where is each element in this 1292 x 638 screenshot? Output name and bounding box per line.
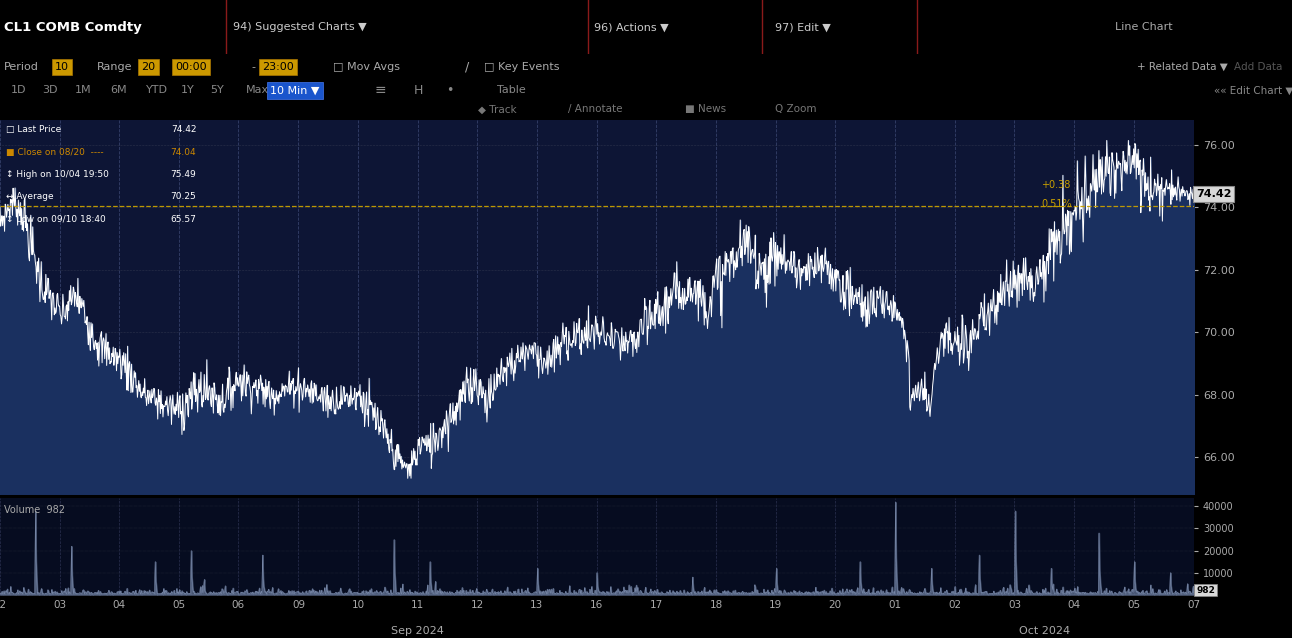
Text: 13: 13	[530, 600, 544, 611]
Text: 10 Min ▼: 10 Min ▼	[270, 85, 319, 95]
Text: 3D: 3D	[43, 85, 58, 95]
Text: 94) Suggested Charts ▼: 94) Suggested Charts ▼	[233, 22, 366, 32]
Text: 17: 17	[650, 600, 663, 611]
Text: 00:00: 00:00	[176, 62, 207, 72]
Text: Add Data: Add Data	[1234, 62, 1282, 72]
Text: 1Y: 1Y	[181, 85, 195, 95]
Text: «« Edit Chart ▼: «« Edit Chart ▼	[1214, 85, 1292, 95]
Text: 05: 05	[172, 600, 185, 611]
Text: 01: 01	[889, 600, 902, 611]
Text: 05: 05	[1127, 600, 1140, 611]
Text: Volume  982: Volume 982	[4, 505, 65, 516]
Text: 75.49: 75.49	[171, 170, 196, 179]
Text: 04: 04	[112, 600, 125, 611]
Text: 12: 12	[470, 600, 483, 611]
Text: ↕ Low on 09/10 18:40: ↕ Low on 09/10 18:40	[6, 215, 106, 224]
Text: 982: 982	[1196, 586, 1214, 595]
Text: 06: 06	[231, 600, 244, 611]
Text: Line Chart: Line Chart	[1115, 22, 1172, 32]
Text: 11: 11	[411, 600, 424, 611]
Text: /: /	[465, 61, 469, 73]
Text: 04: 04	[1067, 600, 1080, 611]
Text: •: •	[446, 84, 453, 97]
Text: Period: Period	[4, 62, 39, 72]
Text: Range: Range	[97, 62, 132, 72]
Text: 74.42: 74.42	[1196, 189, 1231, 199]
Text: Oct 2024: Oct 2024	[1019, 627, 1070, 637]
Text: 1D: 1D	[10, 85, 26, 95]
Text: Q Zoom: Q Zoom	[775, 105, 817, 114]
Text: 10: 10	[56, 62, 68, 72]
Text: ■ News: ■ News	[685, 105, 726, 114]
Text: 03: 03	[53, 600, 66, 611]
Text: Sep 2024: Sep 2024	[391, 627, 444, 637]
Text: ≡: ≡	[375, 84, 386, 97]
Text: □ Last Price: □ Last Price	[6, 125, 61, 134]
Text: □ Key Events: □ Key Events	[484, 62, 559, 72]
Text: H: H	[413, 84, 422, 97]
Text: 96) Actions ▼: 96) Actions ▼	[594, 22, 669, 32]
Text: 03: 03	[1008, 600, 1021, 611]
Text: 19: 19	[769, 600, 782, 611]
Text: / Annotate: / Annotate	[568, 105, 623, 114]
Text: 07: 07	[1187, 600, 1200, 611]
Text: -: -	[252, 62, 256, 72]
Text: 6M: 6M	[110, 85, 127, 95]
Text: 18: 18	[709, 600, 722, 611]
Text: +0.38: +0.38	[1041, 180, 1070, 190]
Text: 5Y: 5Y	[211, 85, 225, 95]
Text: 74.04: 74.04	[171, 147, 196, 156]
Text: 97) Edit ▼: 97) Edit ▼	[775, 22, 831, 32]
Text: ↕ High on 10/04 19:50: ↕ High on 10/04 19:50	[6, 170, 109, 179]
Text: 09: 09	[292, 600, 305, 611]
Text: CL1 COMB Comdty: CL1 COMB Comdty	[4, 20, 142, 34]
Text: YTD: YTD	[146, 85, 168, 95]
Text: 02: 02	[948, 600, 961, 611]
Text: 20: 20	[142, 62, 155, 72]
Text: □ Mov Avgs: □ Mov Avgs	[333, 62, 401, 72]
Text: ■ Close on 08/20  ----: ■ Close on 08/20 ----	[6, 147, 103, 156]
Text: 23:00: 23:00	[262, 62, 293, 72]
Text: 70.25: 70.25	[171, 193, 196, 202]
Text: 74.42: 74.42	[171, 125, 196, 134]
Text: 1M: 1M	[75, 85, 92, 95]
Text: 02: 02	[0, 600, 6, 611]
Text: 10: 10	[351, 600, 364, 611]
Text: Max: Max	[245, 85, 269, 95]
Text: 20: 20	[828, 600, 841, 611]
Text: Table: Table	[497, 85, 526, 95]
Text: + Related Data ▼: + Related Data ▼	[1137, 62, 1227, 72]
Text: 16: 16	[590, 600, 603, 611]
Text: 65.57: 65.57	[171, 215, 196, 224]
Text: 0.51%: 0.51%	[1041, 198, 1071, 209]
Text: ◆ Track: ◆ Track	[478, 105, 517, 114]
Text: ↔ Average: ↔ Average	[6, 193, 54, 202]
